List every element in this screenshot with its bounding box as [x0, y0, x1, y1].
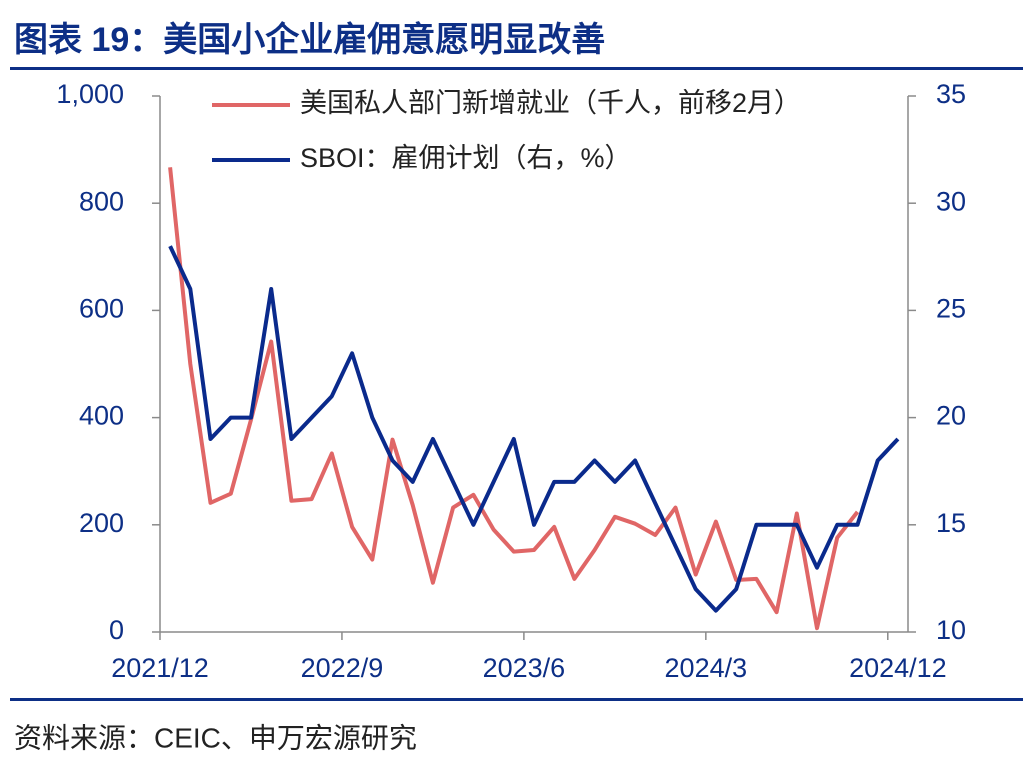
y-tick-label: 800	[79, 186, 124, 216]
legend-label: 美国私人部门新增就业（千人，前移2月）	[300, 88, 801, 118]
y2-tick-label: 30	[936, 186, 966, 216]
y2-tick-label: 10	[936, 615, 966, 645]
series-line	[168, 167, 860, 631]
y-tick-label: 200	[79, 508, 124, 538]
y-tick-label: 0	[109, 615, 124, 645]
footer-rule	[10, 698, 1023, 701]
y2-tick-label: 15	[936, 508, 966, 538]
y2-tick-label: 35	[936, 79, 966, 109]
x-tick-label: 2024/12	[849, 653, 947, 683]
x-tick-label: 2024/3	[665, 653, 748, 683]
y2-tick-label: 20	[936, 401, 966, 431]
title-rule	[10, 67, 1023, 70]
series-line	[168, 245, 900, 613]
y2-tick-label: 25	[936, 294, 966, 324]
y-tick-label: 1,000	[56, 79, 124, 109]
source: 资料来源：CEIC、申万宏源研究	[14, 722, 417, 753]
x-tick-label: 2023/6	[483, 653, 566, 683]
x-tick-label: 2021/12	[111, 653, 209, 683]
legend-label: SBOI：雇佣计划（右，%）	[300, 143, 632, 173]
y-tick-label: 400	[79, 401, 124, 431]
chart-title: 图表 19：美国小企业雇佣意愿明显改善	[14, 20, 605, 59]
x-tick-label: 2022/9	[301, 653, 384, 683]
y-tick-label: 600	[79, 294, 124, 324]
